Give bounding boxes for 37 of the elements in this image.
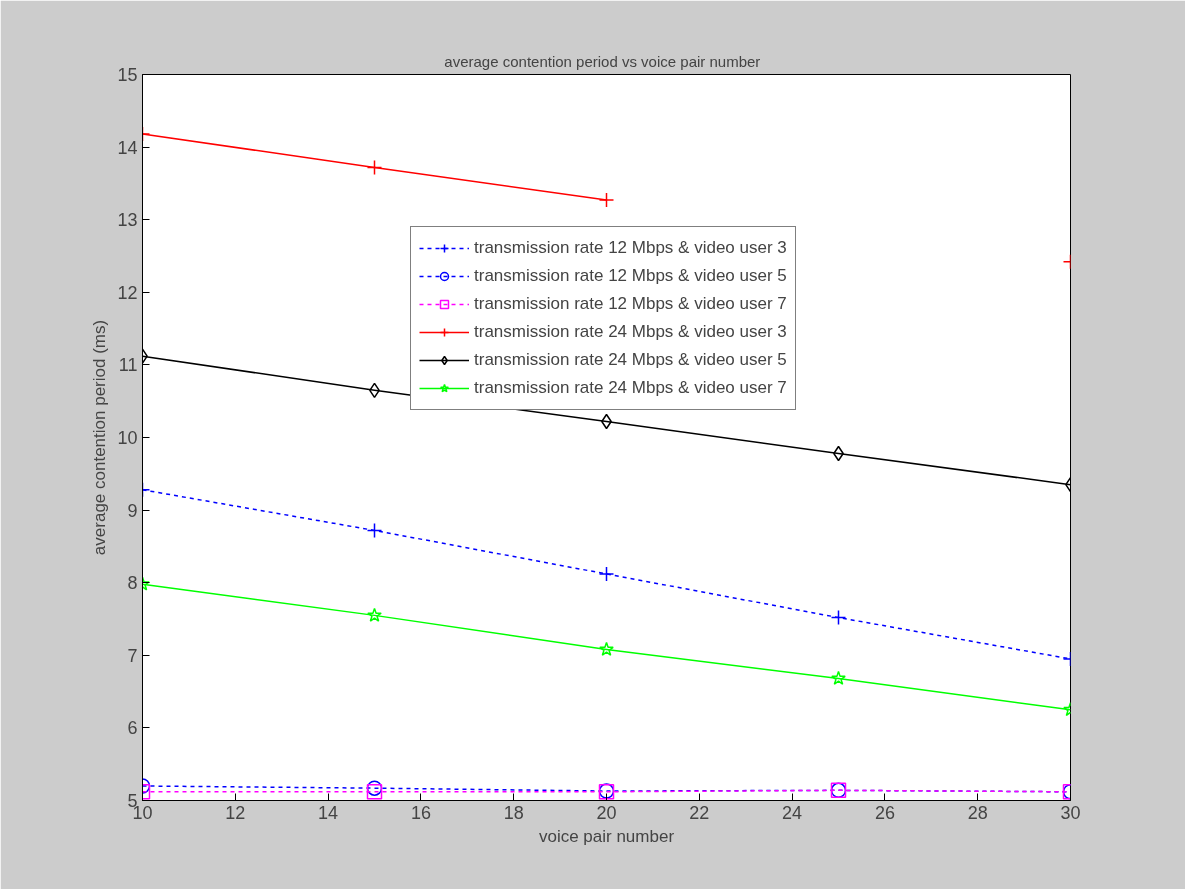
point xyxy=(598,566,615,582)
x-tick-label: 28 xyxy=(967,802,988,823)
y-tick-label: 11 xyxy=(118,355,138,376)
legend-label: transmission rate 24 Mbps & video user 5 xyxy=(474,349,787,371)
point xyxy=(366,784,383,800)
x-tick-label: 18 xyxy=(503,802,524,823)
point xyxy=(599,641,614,656)
point xyxy=(367,607,382,622)
x-tick-label: 24 xyxy=(782,802,803,823)
y-tick-label: 13 xyxy=(117,210,138,231)
x-tick-label: 26 xyxy=(874,802,895,823)
legend-label: transmission rate 12 Mbps & video user 3 xyxy=(474,237,787,259)
x-tick-label: 22 xyxy=(689,802,710,823)
y-tick-label: 12 xyxy=(117,282,138,303)
y-tick-label: 8 xyxy=(127,573,138,594)
chart-title: average contention period vs voice pair number xyxy=(444,52,761,70)
y-tick-label: 9 xyxy=(127,500,138,521)
x-axis-title: voice pair number xyxy=(538,826,675,846)
y-tick-label: 7 xyxy=(127,645,138,666)
y-tick-label: 6 xyxy=(127,718,138,739)
y-axis-title: average contention period (ms) xyxy=(90,319,110,556)
legend-label: transmission rate 24 Mbps & video user 7 xyxy=(474,377,787,399)
y-tick-label: 10 xyxy=(117,428,138,448)
x-tick-label: 14 xyxy=(318,802,339,823)
point xyxy=(831,670,846,685)
x-tick-label: 30 xyxy=(1060,802,1081,823)
y-tick-label: 15 xyxy=(117,65,138,85)
legend-label: transmission rate 24 Mbps & video user 3 xyxy=(474,321,787,343)
point xyxy=(366,780,383,796)
x-tick-label: 16 xyxy=(410,802,431,823)
x-tick-label: 20 xyxy=(596,802,617,823)
legend-label: transmission rate 12 Mbps & video user 7 xyxy=(474,293,787,315)
point xyxy=(830,609,847,626)
point xyxy=(366,522,383,539)
x-tick-label: 12 xyxy=(225,802,246,823)
y-tick-label: 14 xyxy=(117,137,138,158)
legend-label: transmission rate 12 Mbps & video user 5 xyxy=(474,265,787,287)
